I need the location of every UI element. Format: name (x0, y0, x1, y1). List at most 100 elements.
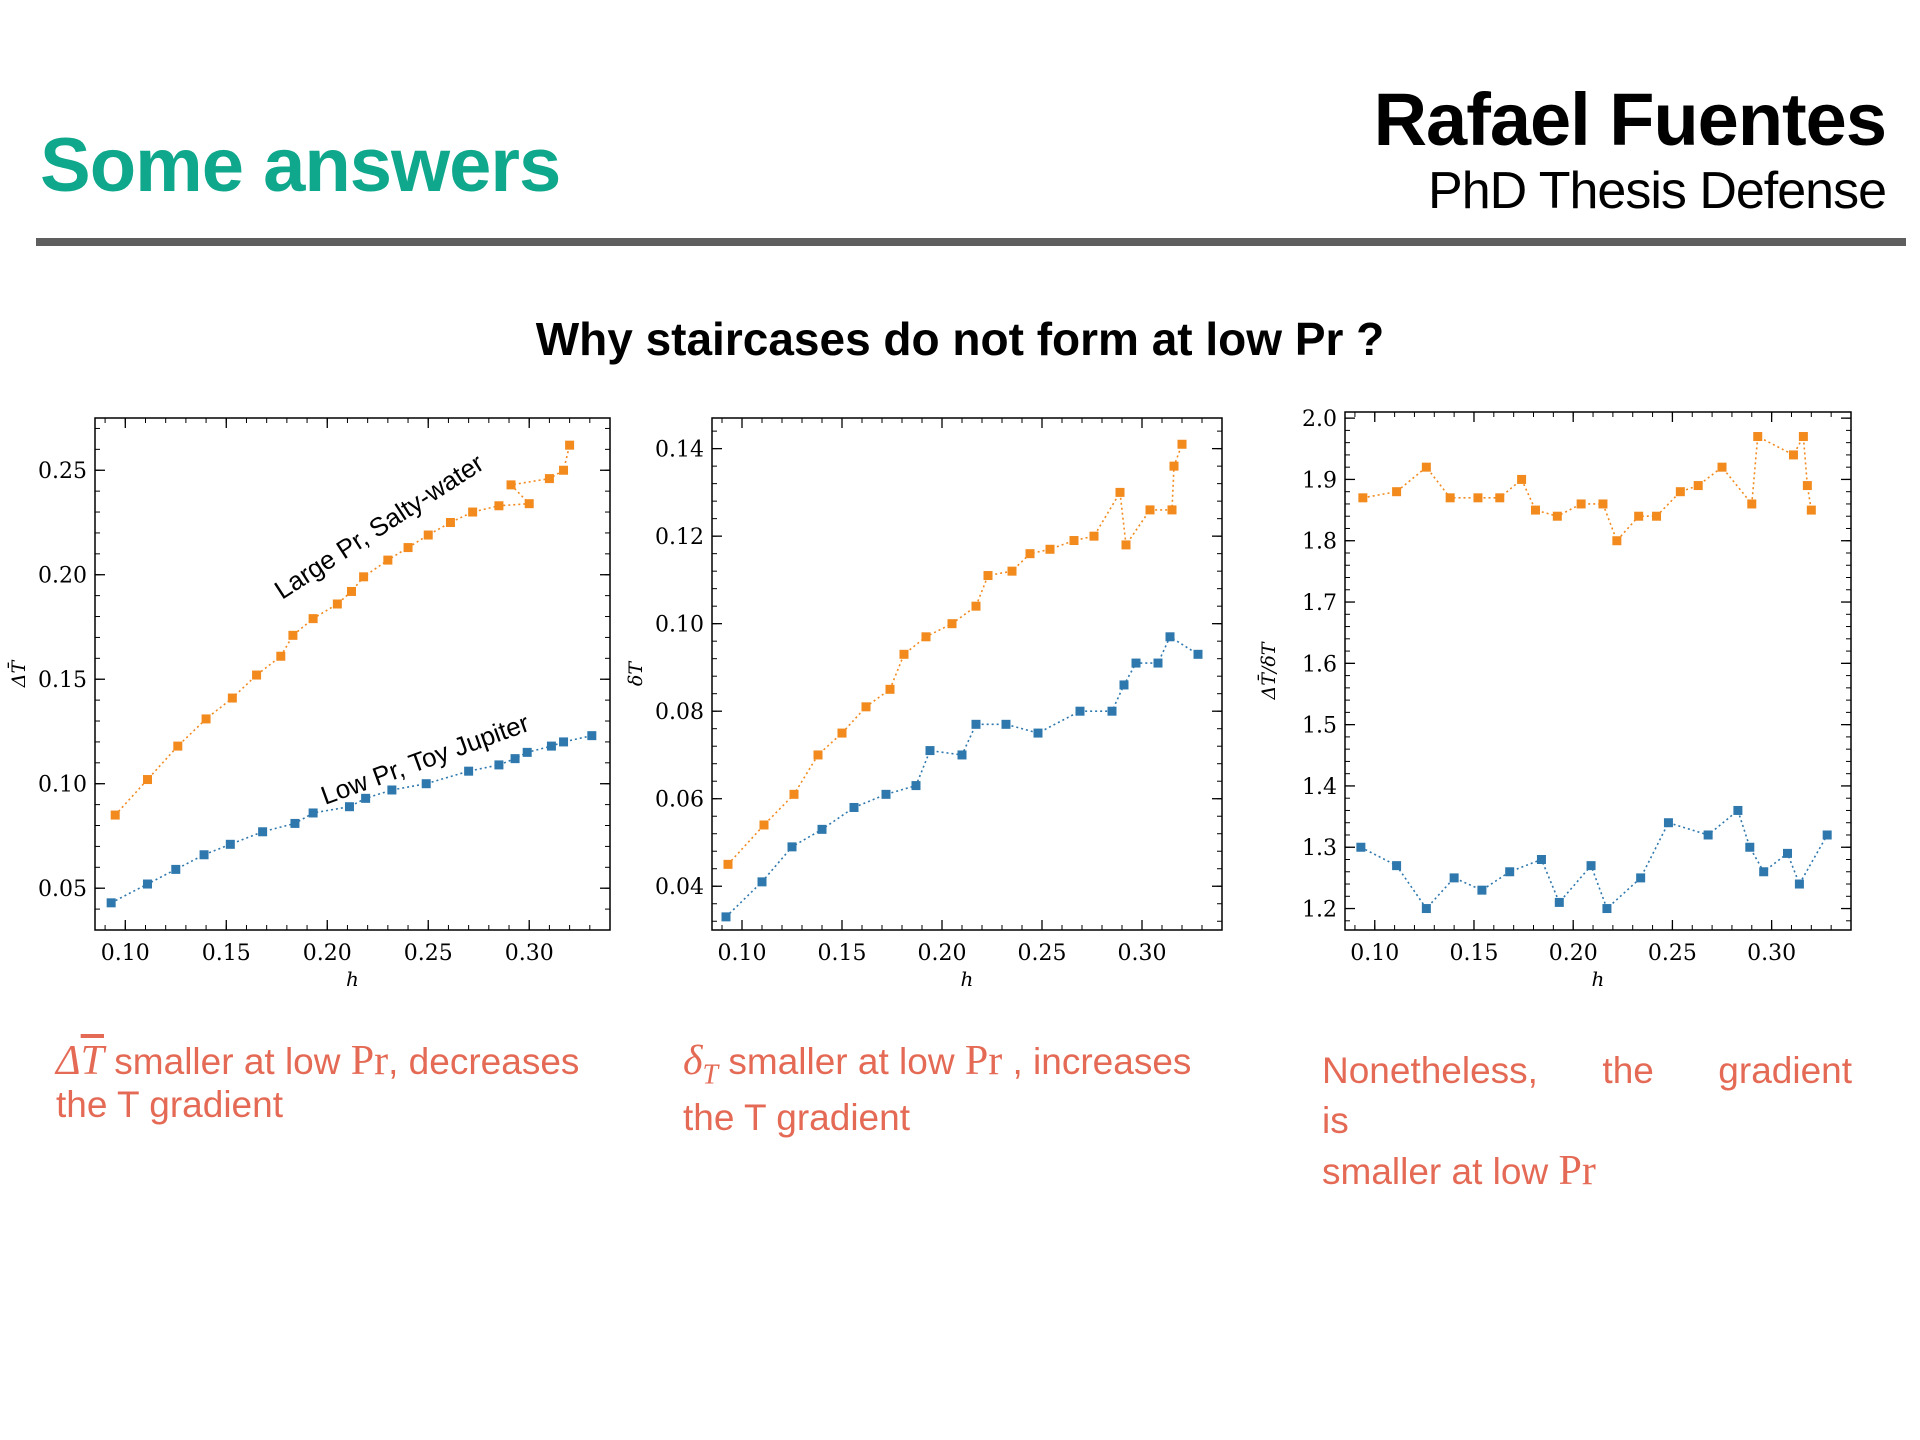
y-tick-label: 1.4 (1302, 775, 1337, 800)
data-point (1131, 658, 1141, 668)
data-point (332, 599, 342, 609)
caption-right-line2: smaller at low (1322, 1151, 1549, 1192)
data-point (1612, 536, 1622, 546)
data-point (1445, 493, 1455, 503)
data-point (1634, 511, 1644, 521)
data-point (1177, 439, 1187, 449)
data-point (1392, 487, 1402, 497)
caption-middle-tail: , increases (1002, 1041, 1192, 1082)
data-point (1783, 848, 1793, 858)
data-point (1069, 536, 1079, 546)
x-tick-label: 0.10 (718, 941, 767, 966)
data-point (506, 480, 516, 490)
caption-left: ΔT smaller at low Pr, decreases the T gr… (56, 1040, 616, 1126)
data-point (383, 555, 393, 565)
data-point (1733, 805, 1743, 815)
data-point (387, 785, 397, 795)
data-point (1119, 680, 1129, 690)
caption-middle: δT smaller at low Pr , increases the T g… (683, 1040, 1243, 1139)
y-axis-label: ΔT̄ (7, 659, 30, 688)
data-point (925, 746, 935, 756)
data-point (1586, 861, 1596, 871)
data-point (110, 810, 120, 820)
caption-left-text: smaller at low (114, 1041, 341, 1082)
caption-right: Nonetheless, the gradient is smaller at … (1322, 1046, 1852, 1197)
annotation-large-pr: Large Pr, Salty-water (269, 447, 489, 605)
data-point (813, 750, 823, 760)
x-tick-label: 0.25 (404, 941, 453, 966)
data-point (1089, 531, 1099, 541)
y-tick-label: 0.04 (655, 875, 704, 900)
data-point (494, 501, 504, 511)
data-point (1145, 505, 1155, 515)
x-axis-label: h (346, 967, 359, 991)
data-point (258, 827, 268, 837)
data-point (721, 912, 731, 922)
data-point (421, 779, 431, 789)
author-subtitle: PhD Thesis Defense (1428, 162, 1887, 220)
data-point (1473, 493, 1483, 503)
data-point (911, 781, 921, 791)
y-tick-label: 0.12 (655, 525, 704, 550)
data-point (849, 802, 859, 812)
y-tick-label: 1.3 (1302, 836, 1337, 861)
data-point (881, 789, 891, 799)
x-tick-label: 0.20 (1549, 941, 1598, 966)
data-point (361, 793, 371, 803)
x-tick-label: 0.30 (505, 941, 554, 966)
y-tick-label: 1.9 (1302, 468, 1337, 493)
y-tick-label: 0.14 (655, 438, 704, 463)
data-point (1554, 897, 1564, 907)
y-tick-label: 0.10 (655, 613, 704, 638)
x-tick-label: 0.20 (918, 941, 967, 966)
caption-middle-line2: the T gradient (683, 1097, 910, 1139)
chart-2: 0.10 0.15 0.20 0.25 0.30 0.04 0.06 0.08 0.10 0.12… (625, 417, 1223, 991)
data-point (1798, 432, 1808, 442)
data-point (1045, 544, 1055, 554)
caption-left-tail: , decreases (388, 1041, 580, 1082)
caption-middle-symbol: δT (683, 1038, 719, 1091)
series-line-2 (110, 734, 592, 904)
y-tick-label: 1.5 (1302, 714, 1337, 739)
data-point (1822, 830, 1832, 840)
y-tick-label: 0.25 (38, 459, 87, 484)
caption-right-pr: Pr (1558, 1148, 1596, 1194)
x-tick-label: 0.15 (818, 941, 867, 966)
data-point (957, 750, 967, 760)
y-tick-label: 1.8 (1302, 530, 1337, 555)
data-point (565, 440, 575, 450)
data-point (559, 737, 569, 747)
data-point (201, 714, 211, 724)
data-point (885, 684, 895, 694)
data-point (759, 820, 769, 830)
y-tick-label: 0.05 (38, 877, 87, 902)
y-tick-label: 2.0 (1302, 407, 1337, 432)
caption-left-line2: the T gradient (56, 1084, 283, 1125)
data-point (1663, 818, 1673, 828)
data-point (789, 789, 799, 799)
x-tick-label: 0.30 (1118, 941, 1167, 966)
data-point (290, 818, 300, 828)
y-axis-label: ΔT̄/δT (1257, 641, 1280, 700)
data-point (546, 741, 556, 751)
data-point (1788, 450, 1798, 460)
data-point (1536, 855, 1546, 865)
data-point (544, 474, 554, 484)
data-point (723, 859, 733, 869)
data-point (1652, 511, 1662, 521)
data-point (1693, 481, 1703, 491)
data-point (1193, 649, 1203, 659)
y-tick-label: 1.7 (1302, 591, 1337, 616)
caption-left-pr: Pr (350, 1038, 389, 1084)
data-point (344, 802, 354, 812)
data-point (1007, 566, 1017, 576)
caption-middle-text: smaller at low (728, 1041, 955, 1082)
data-point (861, 702, 871, 712)
header-divider (36, 238, 1906, 246)
data-point (1517, 474, 1527, 484)
data-point (1717, 462, 1727, 472)
data-point (252, 670, 262, 680)
data-point (1745, 842, 1755, 852)
data-point (308, 614, 318, 624)
data-point (1495, 493, 1505, 503)
